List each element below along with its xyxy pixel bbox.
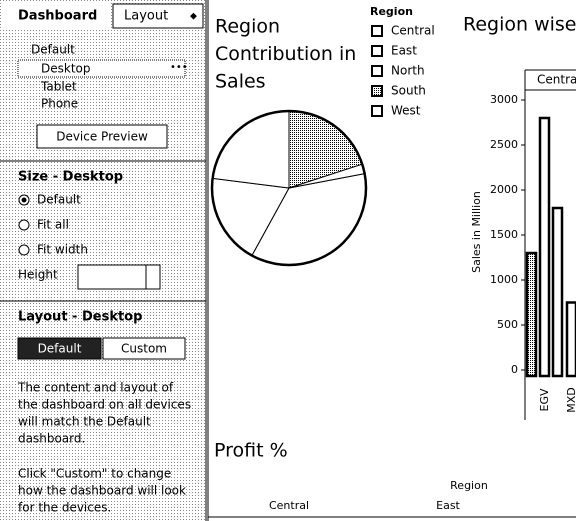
section-title: Layout - Desktop	[18, 310, 142, 325]
pie-outline	[210, 109, 368, 267]
description: how the dashboard will look	[18, 484, 186, 498]
description: The content and layout of	[17, 381, 174, 395]
device-option[interactable]: Desktop	[41, 62, 91, 76]
chart-title: Contribution in	[215, 43, 356, 65]
layout-button-label[interactable]: Default	[38, 342, 82, 356]
more-icon[interactable]: •••	[170, 62, 188, 73]
legend-swatch	[371, 45, 383, 57]
y-tick-label: 2000	[490, 183, 518, 196]
column-label: Central	[269, 499, 309, 512]
legend-swatch	[371, 105, 383, 117]
column-header: Region	[450, 479, 488, 492]
layout-button-label[interactable]: Custom	[121, 342, 167, 356]
y-tick-label: 2500	[490, 138, 518, 151]
height-input[interactable]	[77, 264, 161, 290]
y-tick-label: 0	[511, 363, 518, 376]
device-option[interactable]: Phone	[41, 97, 78, 111]
height-label: Height	[18, 268, 58, 282]
legend-label: North	[391, 64, 425, 78]
legend-title: Region	[370, 5, 413, 18]
description: for the devices.	[18, 501, 111, 515]
legend-label: Central	[391, 24, 435, 38]
legend-swatch	[371, 85, 383, 97]
dropdown[interactable]	[112, 3, 204, 29]
y-tick-label: 1500	[490, 228, 518, 241]
radio-label[interactable]: Fit width	[37, 243, 88, 257]
radio[interactable]	[18, 219, 30, 231]
column-label: East	[436, 499, 460, 512]
layout-button[interactable]	[102, 337, 186, 360]
legend-label: East	[391, 44, 417, 58]
legend-label: South	[391, 84, 426, 98]
dropdown-label[interactable]: Layout	[124, 9, 168, 24]
bar	[538, 116, 551, 378]
chart-title: Profit %	[214, 440, 288, 462]
description: Click "Custom" to change	[18, 467, 171, 481]
x-tick-label: EGV	[538, 388, 551, 411]
layout-button[interactable]	[17, 337, 102, 360]
bar	[525, 251, 538, 378]
radio-label[interactable]: Default	[37, 193, 81, 207]
x-tick-label: MXD	[565, 387, 576, 413]
dropdown-arrow: ◆	[190, 12, 197, 22]
selected-device[interactable]	[17, 59, 186, 78]
device-preview-button[interactable]	[36, 124, 168, 149]
radio-dot	[21, 197, 27, 203]
chart-title: Region wise	[463, 14, 576, 36]
section-title: Size - Desktop	[18, 170, 123, 185]
y-tick-label: 1000	[490, 273, 518, 286]
description: will match the Default	[18, 415, 151, 429]
device-option[interactable]: Tablet	[40, 80, 77, 94]
device-option[interactable]: Default	[31, 43, 75, 57]
chart-title: Region	[215, 16, 280, 38]
description: dashboard.	[18, 432, 85, 446]
legend-swatch	[371, 65, 383, 77]
chart-title: Sales	[215, 71, 266, 93]
y-tick-label: 500	[497, 318, 518, 331]
bar	[551, 206, 564, 378]
sidebar	[0, 0, 206, 521]
tab[interactable]	[2, 3, 110, 30]
tab-label[interactable]: Dashboard	[18, 9, 97, 24]
radio[interactable]	[18, 244, 30, 256]
legend-swatch	[371, 25, 383, 37]
y-axis-label: Sales in Million	[470, 191, 483, 273]
radio-label[interactable]: Fit all	[37, 218, 69, 232]
panel-header: Centra	[537, 73, 576, 87]
legend-label: West	[391, 104, 421, 118]
device-preview-label[interactable]: Device Preview	[56, 130, 148, 144]
y-tick-label: 3000	[490, 93, 518, 106]
description: the dashboard on all devices	[18, 398, 191, 412]
bar	[565, 301, 576, 378]
